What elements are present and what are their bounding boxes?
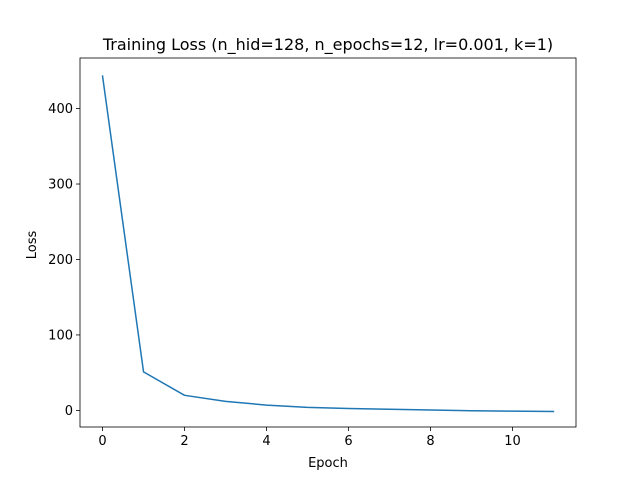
x-tick-label: 10 [504, 434, 521, 449]
y-axis-label: Loss [25, 231, 40, 260]
x-tick-label: 4 [262, 434, 270, 449]
series-line-0 [101, 75, 555, 413]
y-tick-label: 100 [48, 328, 73, 343]
x-tick-label: 6 [344, 434, 352, 449]
plot-frame [79, 57, 577, 428]
y-tick-label: 200 [48, 253, 73, 268]
x-tick-label: 0 [98, 434, 106, 449]
x-tick-label: 8 [426, 434, 434, 449]
chart-title: Training Loss (n_hid=128, n_epochs=12, l… [102, 35, 553, 55]
y-tick-label: 0 [65, 404, 73, 419]
x-tick-label: 2 [180, 434, 188, 449]
x-axis-label: Epoch [308, 456, 348, 471]
y-tick-label: 300 [48, 178, 73, 193]
y-tick-label: 400 [48, 102, 73, 117]
